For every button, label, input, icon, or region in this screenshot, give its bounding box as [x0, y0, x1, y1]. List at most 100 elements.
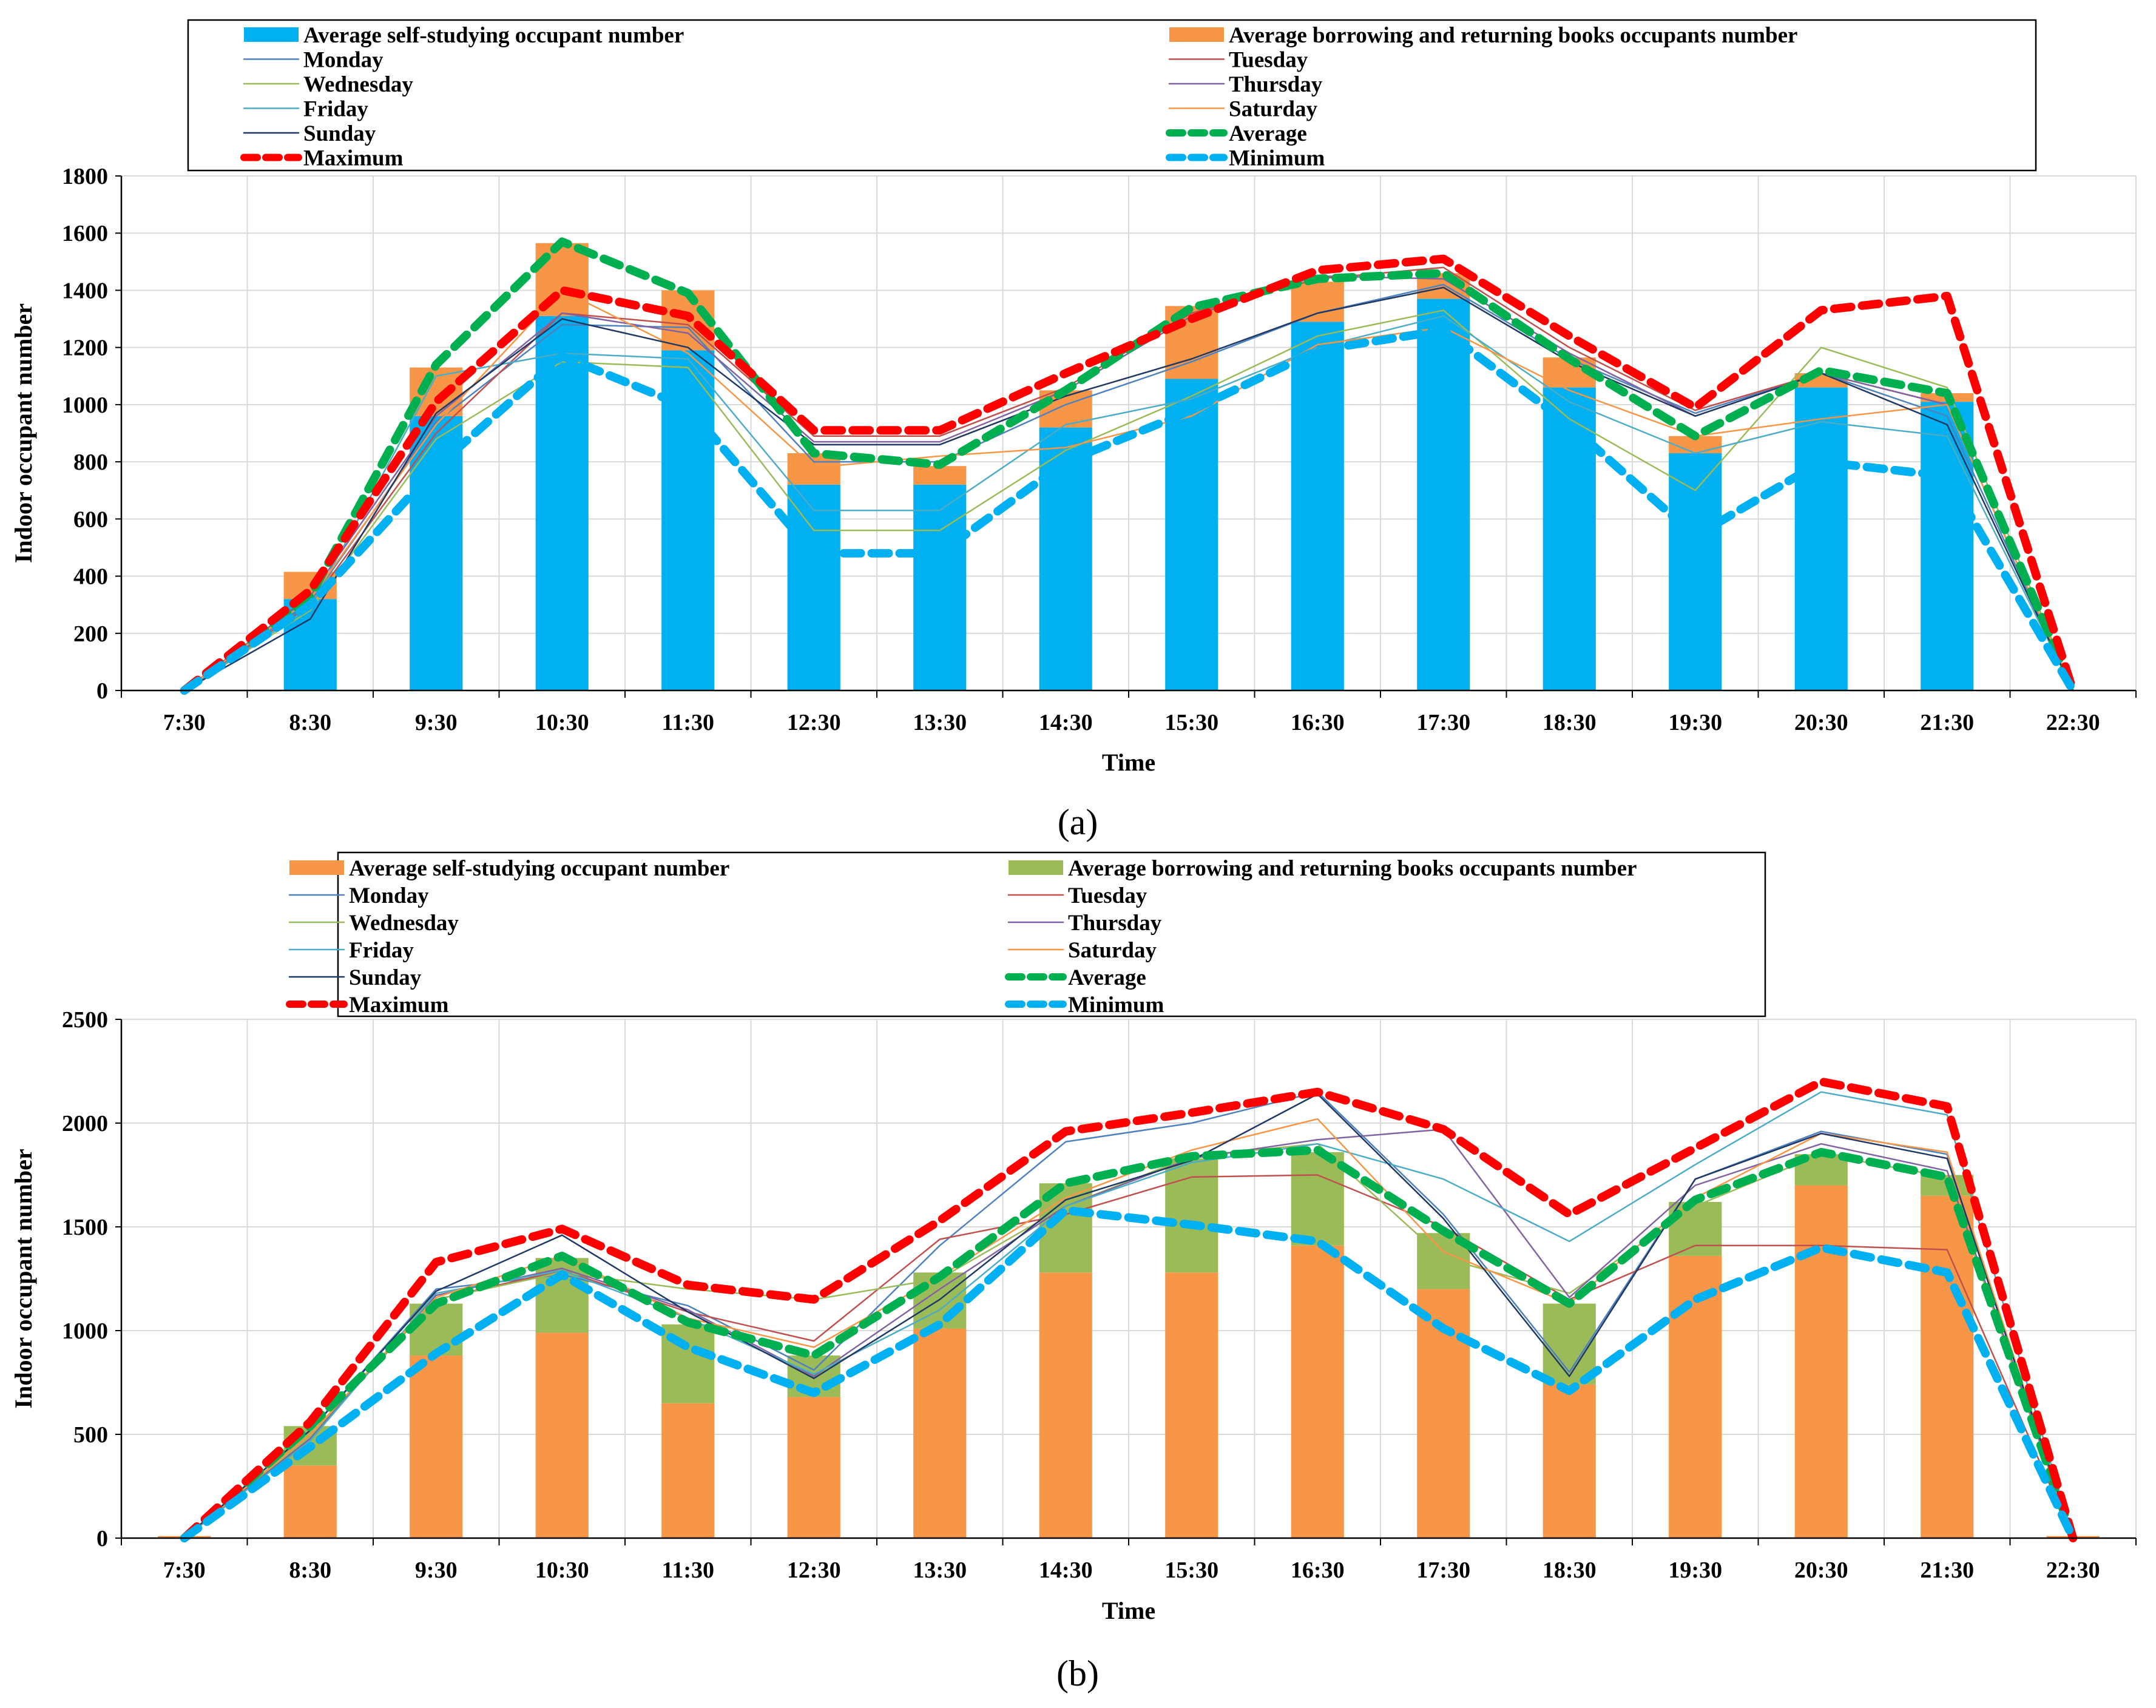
y-tick-label: 1400	[62, 278, 108, 303]
legend-label-maximum: Maximum	[349, 993, 449, 1018]
x-tick-label: 9:30	[415, 710, 458, 735]
legend-label-friday: Friday	[349, 938, 414, 963]
y-tick-label: 1500	[62, 1215, 108, 1240]
y-tick-label: 600	[73, 507, 108, 532]
bar-borrowing-13-30	[913, 466, 967, 485]
bar-self-studying-20-30	[1794, 387, 1848, 690]
x-tick-label: 19:30	[1668, 710, 1722, 735]
legend-label-average: Average	[1068, 965, 1146, 990]
chart-a: 0 200 400 600 800 1000 1200 1400 1600 1800 7:30 8:3…	[10, 19, 2137, 842]
legend-label-monday: Monday	[349, 883, 429, 908]
x-tick-label: 16:30	[1291, 710, 1345, 735]
series-line-wednesday	[183, 309, 2074, 692]
bar-borrowing-15-30	[1165, 1158, 1218, 1273]
x-tick-label: 10:30	[535, 710, 589, 735]
bar-self-studying-16-30	[1291, 322, 1344, 690]
x-tick-label: 21:30	[1920, 1558, 1974, 1583]
x-tick-label: 17:30	[1416, 1558, 1470, 1583]
bar-borrowing-9-30	[410, 1303, 463, 1356]
x-tick-label: 7:30	[163, 1558, 206, 1583]
y-tick-label: 800	[73, 450, 108, 475]
x-tick-label: 15:30	[1164, 710, 1218, 735]
x-tick-label: 21:30	[1920, 710, 1974, 735]
bar-self-studying-13-30	[913, 484, 967, 690]
legend-label-average-self-studying-occupant-number: Average self-studying occupant number	[349, 856, 729, 881]
x-tick-label: 10:30	[535, 1558, 589, 1583]
y-tick-label: 400	[73, 564, 108, 590]
legend-label-wednesday: Wednesday	[349, 911, 459, 936]
x-tick-label: 15:30	[1164, 1558, 1218, 1583]
x-tick-label: 18:30	[1543, 1558, 1597, 1583]
legend-label-tuesday: Tuesday	[1229, 48, 1308, 73]
legend: Average self-studying occupant number Ave…	[187, 19, 2037, 172]
bar-self-studying-19-30	[1669, 453, 1722, 690]
x-tick-label: 8:30	[289, 1558, 331, 1583]
x-tick-label: 19:30	[1668, 1558, 1722, 1583]
legend-label-tuesday: Tuesday	[1068, 883, 1147, 908]
bar-self-studying-18-30	[1543, 1384, 1596, 1538]
legend-swatch-average-borrowing-and-returning-books-occupants-number	[1009, 860, 1063, 875]
bar-self-studying-10-30	[535, 316, 589, 690]
series-line-minimum	[180, 1206, 2078, 1542]
bar-borrowing-16-30	[1291, 1152, 1344, 1246]
bars	[158, 1152, 2100, 1538]
y-tick-label: 2000	[62, 1111, 108, 1136]
x-tick-label: 18:30	[1543, 710, 1597, 735]
series-line-minimum	[180, 326, 2078, 695]
legend-label-maximum: Maximum	[303, 146, 404, 171]
x-tick-label: 16:30	[1291, 1558, 1345, 1583]
legend-label-wednesday: Wednesday	[303, 72, 413, 97]
x-axis-label: Time	[1102, 749, 1155, 776]
x-tick-label: 17:30	[1416, 710, 1470, 735]
legend-swatch-average-borrowing-and-returning-books-occupants-number	[1169, 27, 1224, 42]
y-tick-label: 0	[96, 1526, 108, 1551]
x-tick-label: 12:30	[787, 710, 841, 735]
y-tick-label: 1800	[62, 164, 108, 189]
bar-self-studying-17-30	[1417, 299, 1470, 691]
series-line-maximum	[180, 254, 2078, 695]
axes: 0 500 1000 1500 2000 2500 7:30 8:30 9:30 10:30 11:…	[62, 1007, 2137, 1583]
bar-self-studying-15-30	[1165, 1272, 1218, 1538]
legend-label-average: Average	[1229, 121, 1307, 146]
lines	[180, 1077, 2078, 1542]
y-axis-label: Indoor occupant number	[10, 303, 37, 563]
bar-self-studying-12-30	[787, 1397, 840, 1538]
series-line-wednesday	[183, 1143, 2074, 1539]
legend-label-thursday: Thursday	[1229, 72, 1323, 97]
bar-self-studying-13-30	[913, 1328, 967, 1538]
bar-self-studying-12-30	[787, 484, 840, 690]
legend-label-average-self-studying-occupant-number: Average self-studying occupant number	[303, 23, 684, 48]
series-line-average	[180, 1146, 2078, 1542]
legend-label-average-borrowing-and-returning-books-occupants-number: Average borrowing and returning books oc…	[1229, 23, 1797, 48]
legend-box	[337, 851, 1766, 1018]
x-tick-label: 8:30	[289, 710, 331, 735]
x-tick-label: 11:30	[661, 710, 714, 735]
bar-self-studying-10-30	[535, 1332, 589, 1538]
x-tick-label: 7:30	[163, 710, 206, 735]
bar-self-studying-14-30	[1039, 427, 1092, 690]
bar-self-studying-20-30	[1794, 1185, 1848, 1538]
bar-self-studying-19-30	[1669, 1255, 1722, 1538]
bar-self-studying-18-30	[1543, 387, 1596, 690]
legend-swatch-average-self-studying-occupant-number	[289, 860, 344, 875]
x-tick-label: 20:30	[1794, 710, 1848, 735]
legend-label-minimum: Minimum	[1229, 146, 1325, 171]
x-tick-label: 13:30	[913, 710, 967, 735]
y-tick-label: 0	[96, 678, 108, 704]
x-axis-label: Time	[1102, 1597, 1155, 1624]
bar-self-studying-8-30	[283, 1465, 337, 1538]
y-tick-label: 1600	[62, 221, 108, 246]
legend-label-saturday: Saturday	[1068, 938, 1157, 963]
bar-borrowing-16-30	[1291, 282, 1344, 322]
x-tick-label: 13:30	[913, 1558, 967, 1583]
series-line-tuesday	[183, 1174, 2074, 1539]
legend-label-minimum: Minimum	[1068, 993, 1164, 1018]
legend-label-sunday: Sunday	[349, 965, 422, 990]
x-tick-label: 11:30	[661, 1558, 714, 1583]
x-tick-label: 14:30	[1039, 1558, 1093, 1583]
series-line-friday	[183, 315, 2074, 692]
y-tick-label: 2500	[62, 1007, 108, 1033]
y-tick-label: 500	[73, 1422, 108, 1448]
y-tick-label: 1200	[62, 336, 108, 361]
lines	[180, 237, 2078, 695]
